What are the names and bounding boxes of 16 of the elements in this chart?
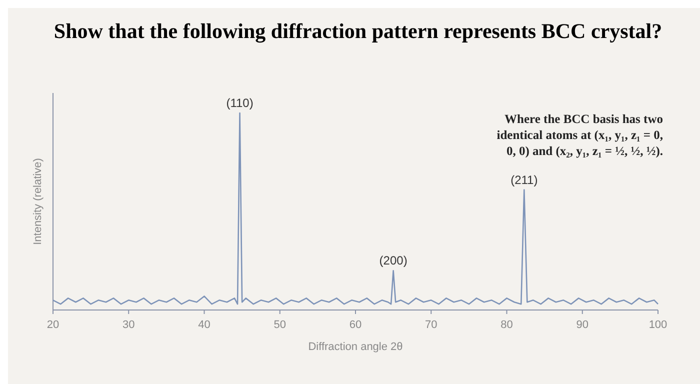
x-tick-label: 80 [500, 319, 513, 331]
x-tick-label: 90 [576, 319, 588, 331]
x-tick-label: 30 [122, 319, 135, 331]
annotation: Where the BCC basis has two identical atoms at (x₁, y₁, z₁ = 0, 0, 0) and (x₂, y₁, z₁ = ½, ½, ½). [496, 112, 663, 158]
y-axis-title: Intensity (relative) [32, 158, 44, 245]
x-tick-label: 50 [274, 319, 286, 331]
x-tick-label: 100 [648, 319, 668, 331]
x-tick-label: 60 [349, 319, 362, 331]
chart-title: Show that the following diffraction pattern represents BCC crystal? [54, 19, 662, 43]
annotation: (110) [226, 96, 254, 110]
x-axis-title: Diffraction angle 2θ [308, 341, 403, 353]
x-tick-label: 70 [425, 319, 438, 331]
annotation: (200) [379, 254, 408, 268]
annotation: (211) [510, 172, 538, 187]
x-tick-label: 20 [46, 319, 60, 331]
x-tick-label: 40 [198, 319, 210, 331]
